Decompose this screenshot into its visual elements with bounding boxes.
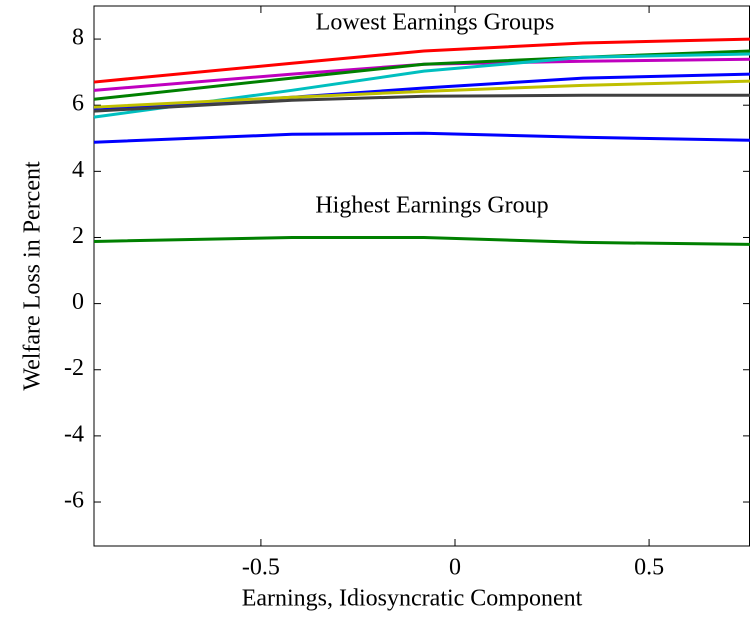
x-tick-label: -0.5 [242, 555, 280, 581]
y-axis-label: Welfare Loss in Percent [20, 161, 46, 391]
series-line [93, 79, 750, 109]
x-tick-label: 0.5 [634, 555, 664, 581]
y-tick-label: 0 [72, 289, 84, 315]
y-tick-label: -4 [64, 421, 84, 447]
y-tick-label: 2 [72, 223, 84, 249]
x-axis-label: Earnings, Idiosyncratic Component [242, 586, 583, 612]
y-tick-label: -2 [64, 355, 84, 381]
annotation: Lowest Earnings Groups [316, 10, 555, 36]
series-line [93, 131, 750, 144]
annotation: Highest Earnings Group [315, 193, 548, 219]
y-tick-label: 8 [72, 25, 84, 51]
y-tick-label: -6 [64, 488, 84, 514]
series-line [93, 93, 750, 113]
x-tick-label: 0 [449, 555, 461, 581]
y-tick-label: 4 [72, 157, 84, 183]
series-line [93, 235, 750, 246]
series-line [93, 37, 750, 84]
y-tick-label: 6 [72, 91, 84, 117]
